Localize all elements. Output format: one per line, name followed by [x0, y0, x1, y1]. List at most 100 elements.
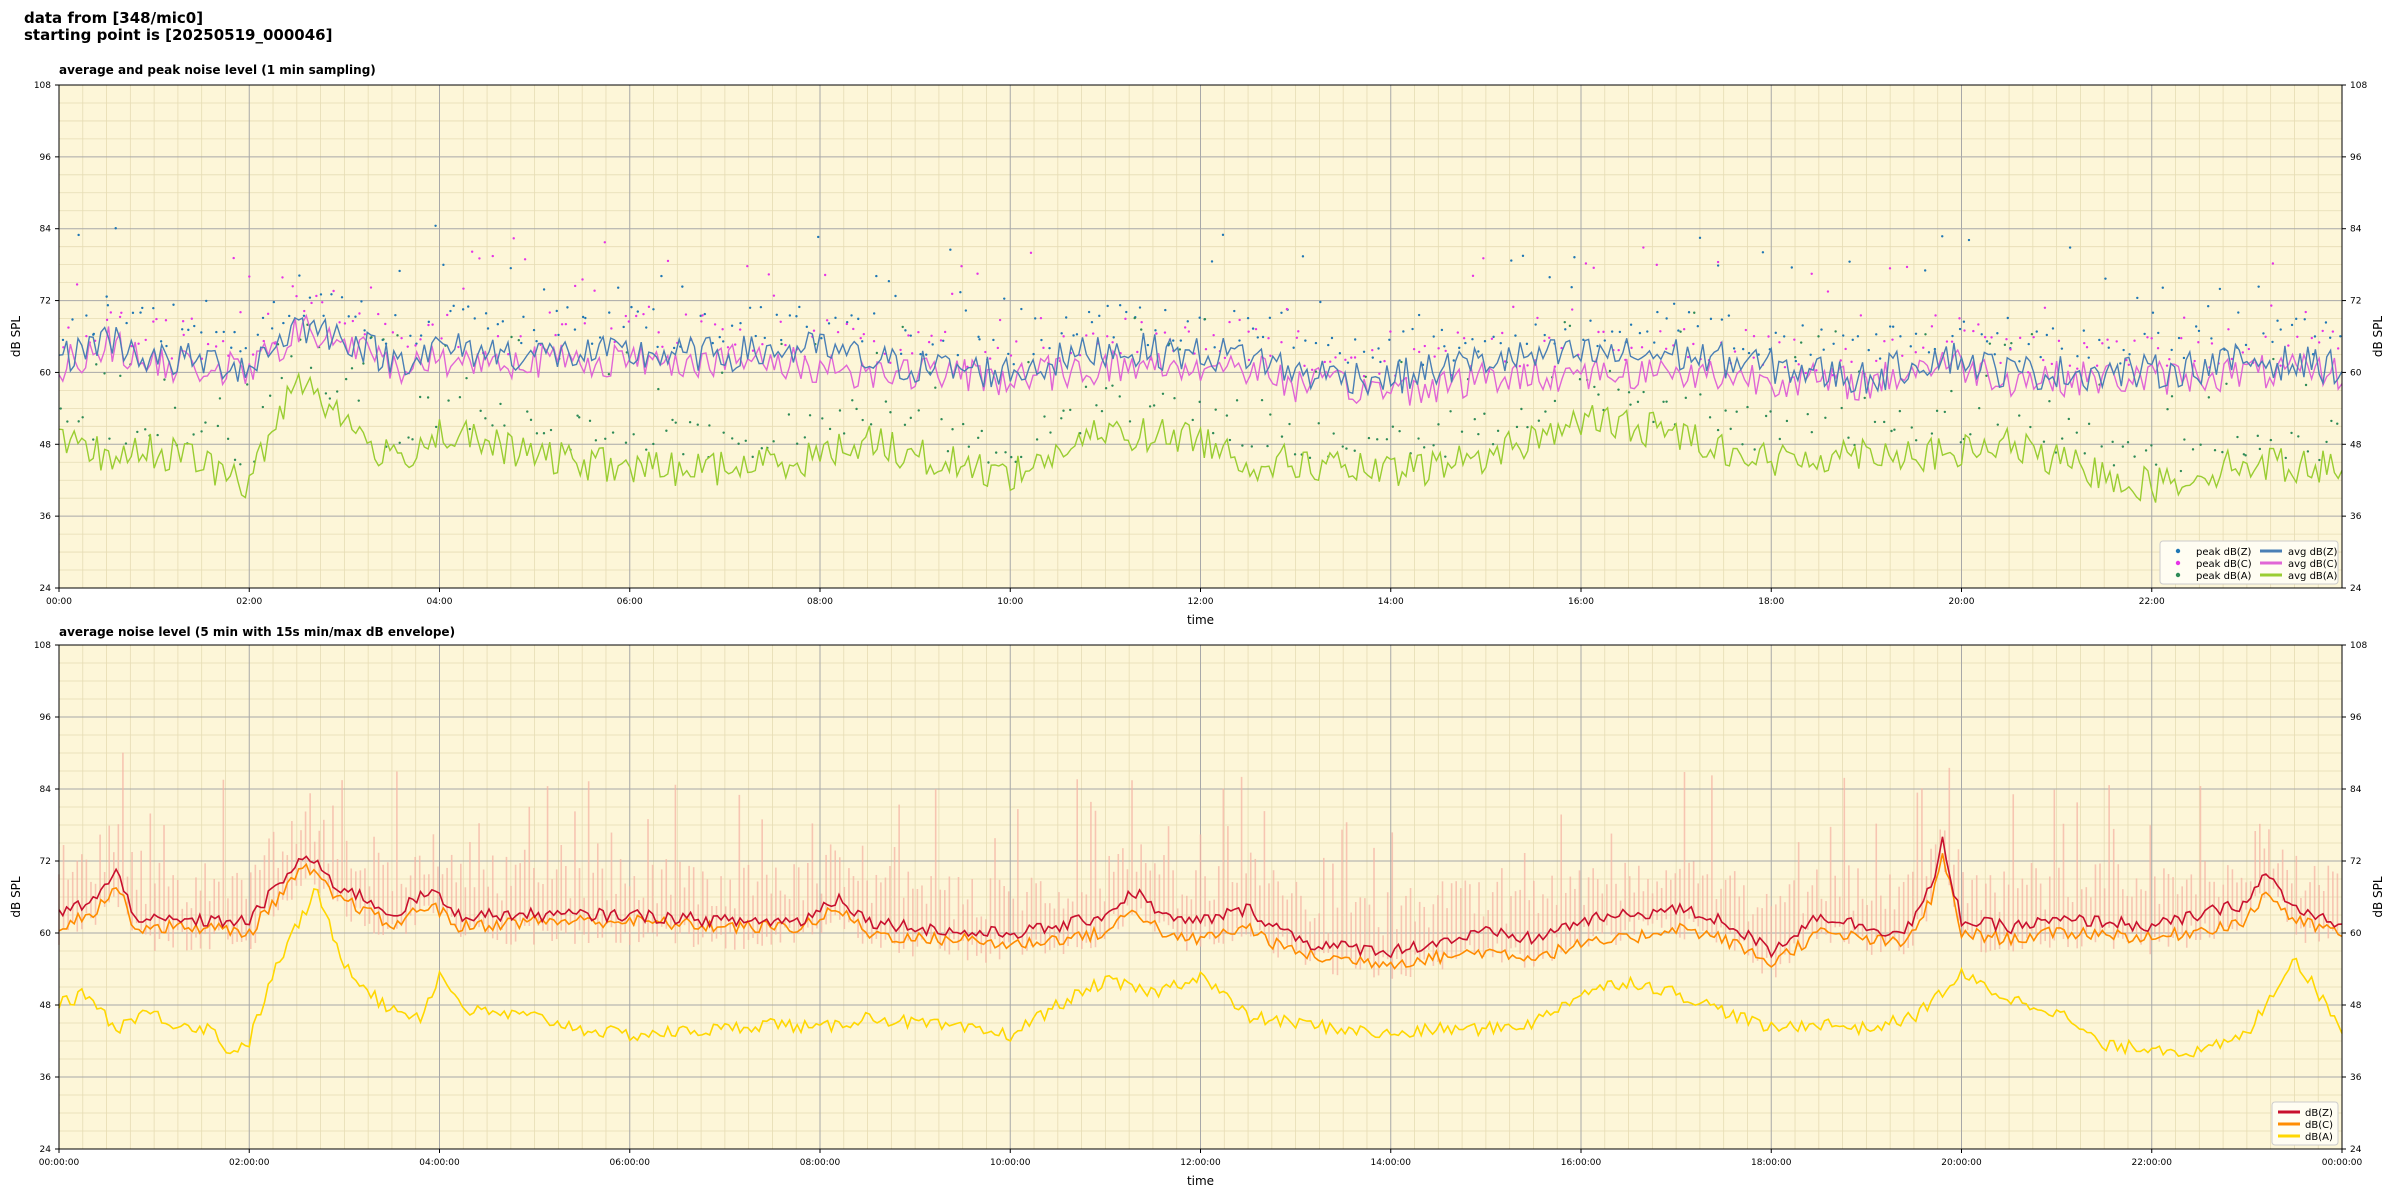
peak-point [988, 357, 992, 360]
peak-point [1012, 363, 1015, 366]
peak-point [1128, 420, 1132, 423]
peak-point [1462, 337, 1466, 340]
peak-point [1618, 330, 1622, 334]
peak-point [92, 438, 95, 441]
peak-point [2068, 246, 2072, 249]
peak-point [836, 330, 840, 334]
peak-point [1741, 443, 1744, 446]
peak-point [124, 442, 128, 445]
peak-point [1563, 320, 1566, 324]
peak-point [1179, 339, 1183, 342]
peak-point [1698, 236, 1702, 240]
peak-point [1753, 448, 1756, 451]
peak-point [2136, 296, 2139, 300]
peak-point [1638, 331, 1642, 335]
peak-point [1806, 412, 1809, 416]
peak-point [218, 397, 222, 400]
legend-box [2159, 540, 2339, 585]
peak-point [1859, 314, 1863, 317]
peak-point [581, 278, 584, 281]
peak-point [1376, 438, 1379, 441]
peak-point [324, 392, 328, 395]
y-tick-label-right: 48 [2350, 440, 2362, 450]
peak-point [1817, 335, 1820, 338]
peak-point [1075, 333, 1079, 336]
peak-point [2213, 448, 2217, 452]
peak-point [751, 455, 754, 459]
peak-point [1095, 404, 1098, 407]
peak-point [103, 372, 106, 375]
peak-point [2157, 331, 2160, 335]
peak-point [1977, 406, 1981, 410]
peak-point [1338, 352, 1342, 355]
peak-point [510, 335, 513, 339]
peak-point [1327, 343, 1330, 347]
peak-point [315, 294, 318, 298]
peak-point [2054, 451, 2058, 454]
peak-point [81, 416, 84, 419]
peak-point [2270, 304, 2273, 307]
peak-point [503, 424, 506, 427]
peak-point [1582, 338, 1585, 342]
x-tick-label: 00:00:00 [2322, 1158, 2363, 1168]
peak-point [624, 441, 628, 444]
peak-point [512, 237, 515, 240]
peak-point [164, 319, 168, 322]
series-line-dbc [58, 853, 2343, 970]
peak-point [1433, 355, 1436, 358]
peak-point [859, 336, 862, 340]
peak-point [1104, 387, 1108, 390]
peak-point [1603, 339, 1606, 342]
peak-point [557, 333, 560, 337]
peak-point [1834, 330, 1837, 333]
peak-point [2279, 328, 2282, 331]
peak-point [1662, 400, 1665, 403]
peak-point [1422, 446, 1426, 449]
peak-point [1091, 332, 1095, 335]
peak-point [1629, 403, 1632, 406]
peak-point [1388, 338, 1391, 341]
peak-point [2210, 342, 2214, 345]
peak-point [484, 312, 488, 315]
peak-point [1417, 313, 1421, 317]
peak-point [1783, 365, 1787, 369]
peak-point [992, 338, 995, 342]
peak-point [1544, 410, 1547, 413]
peak-point [1708, 416, 1712, 419]
peak-point [1941, 235, 1944, 238]
peak-point [1847, 436, 1850, 439]
peak-point [1570, 285, 1573, 289]
peak-point [170, 357, 174, 360]
peak-point [1261, 335, 1265, 339]
peak-point [834, 316, 837, 320]
y-tick-label: 96 [40, 153, 52, 163]
peak-point [1173, 397, 1176, 400]
peak-point [1882, 420, 1886, 424]
peak-point [1140, 320, 1143, 324]
peak-point [772, 440, 775, 443]
peak-point [899, 348, 902, 352]
peak-point [951, 428, 954, 431]
peak-point [1060, 332, 1063, 335]
peak-point [656, 345, 659, 349]
peak-point [624, 314, 628, 318]
peak-point [1048, 346, 1051, 350]
peak-point [1304, 339, 1307, 342]
x-tick-label: 00:00 [46, 597, 72, 607]
peak-point [1983, 335, 1987, 339]
series-line-dbz [58, 836, 2343, 959]
legend-marker [2175, 560, 2181, 566]
peak-point [744, 439, 747, 442]
peak-point [1548, 336, 1551, 340]
peak-point [1198, 316, 1201, 319]
peak-point [332, 289, 335, 293]
peak-point [1035, 438, 1039, 441]
peak-point [961, 422, 965, 426]
peak-point [2068, 364, 2072, 367]
peak-point [442, 263, 445, 267]
peak-point [526, 410, 529, 413]
peak-point [1709, 317, 1713, 321]
peak-point [688, 421, 692, 424]
peak-point [1118, 304, 1122, 307]
peak-point [2128, 353, 2131, 356]
